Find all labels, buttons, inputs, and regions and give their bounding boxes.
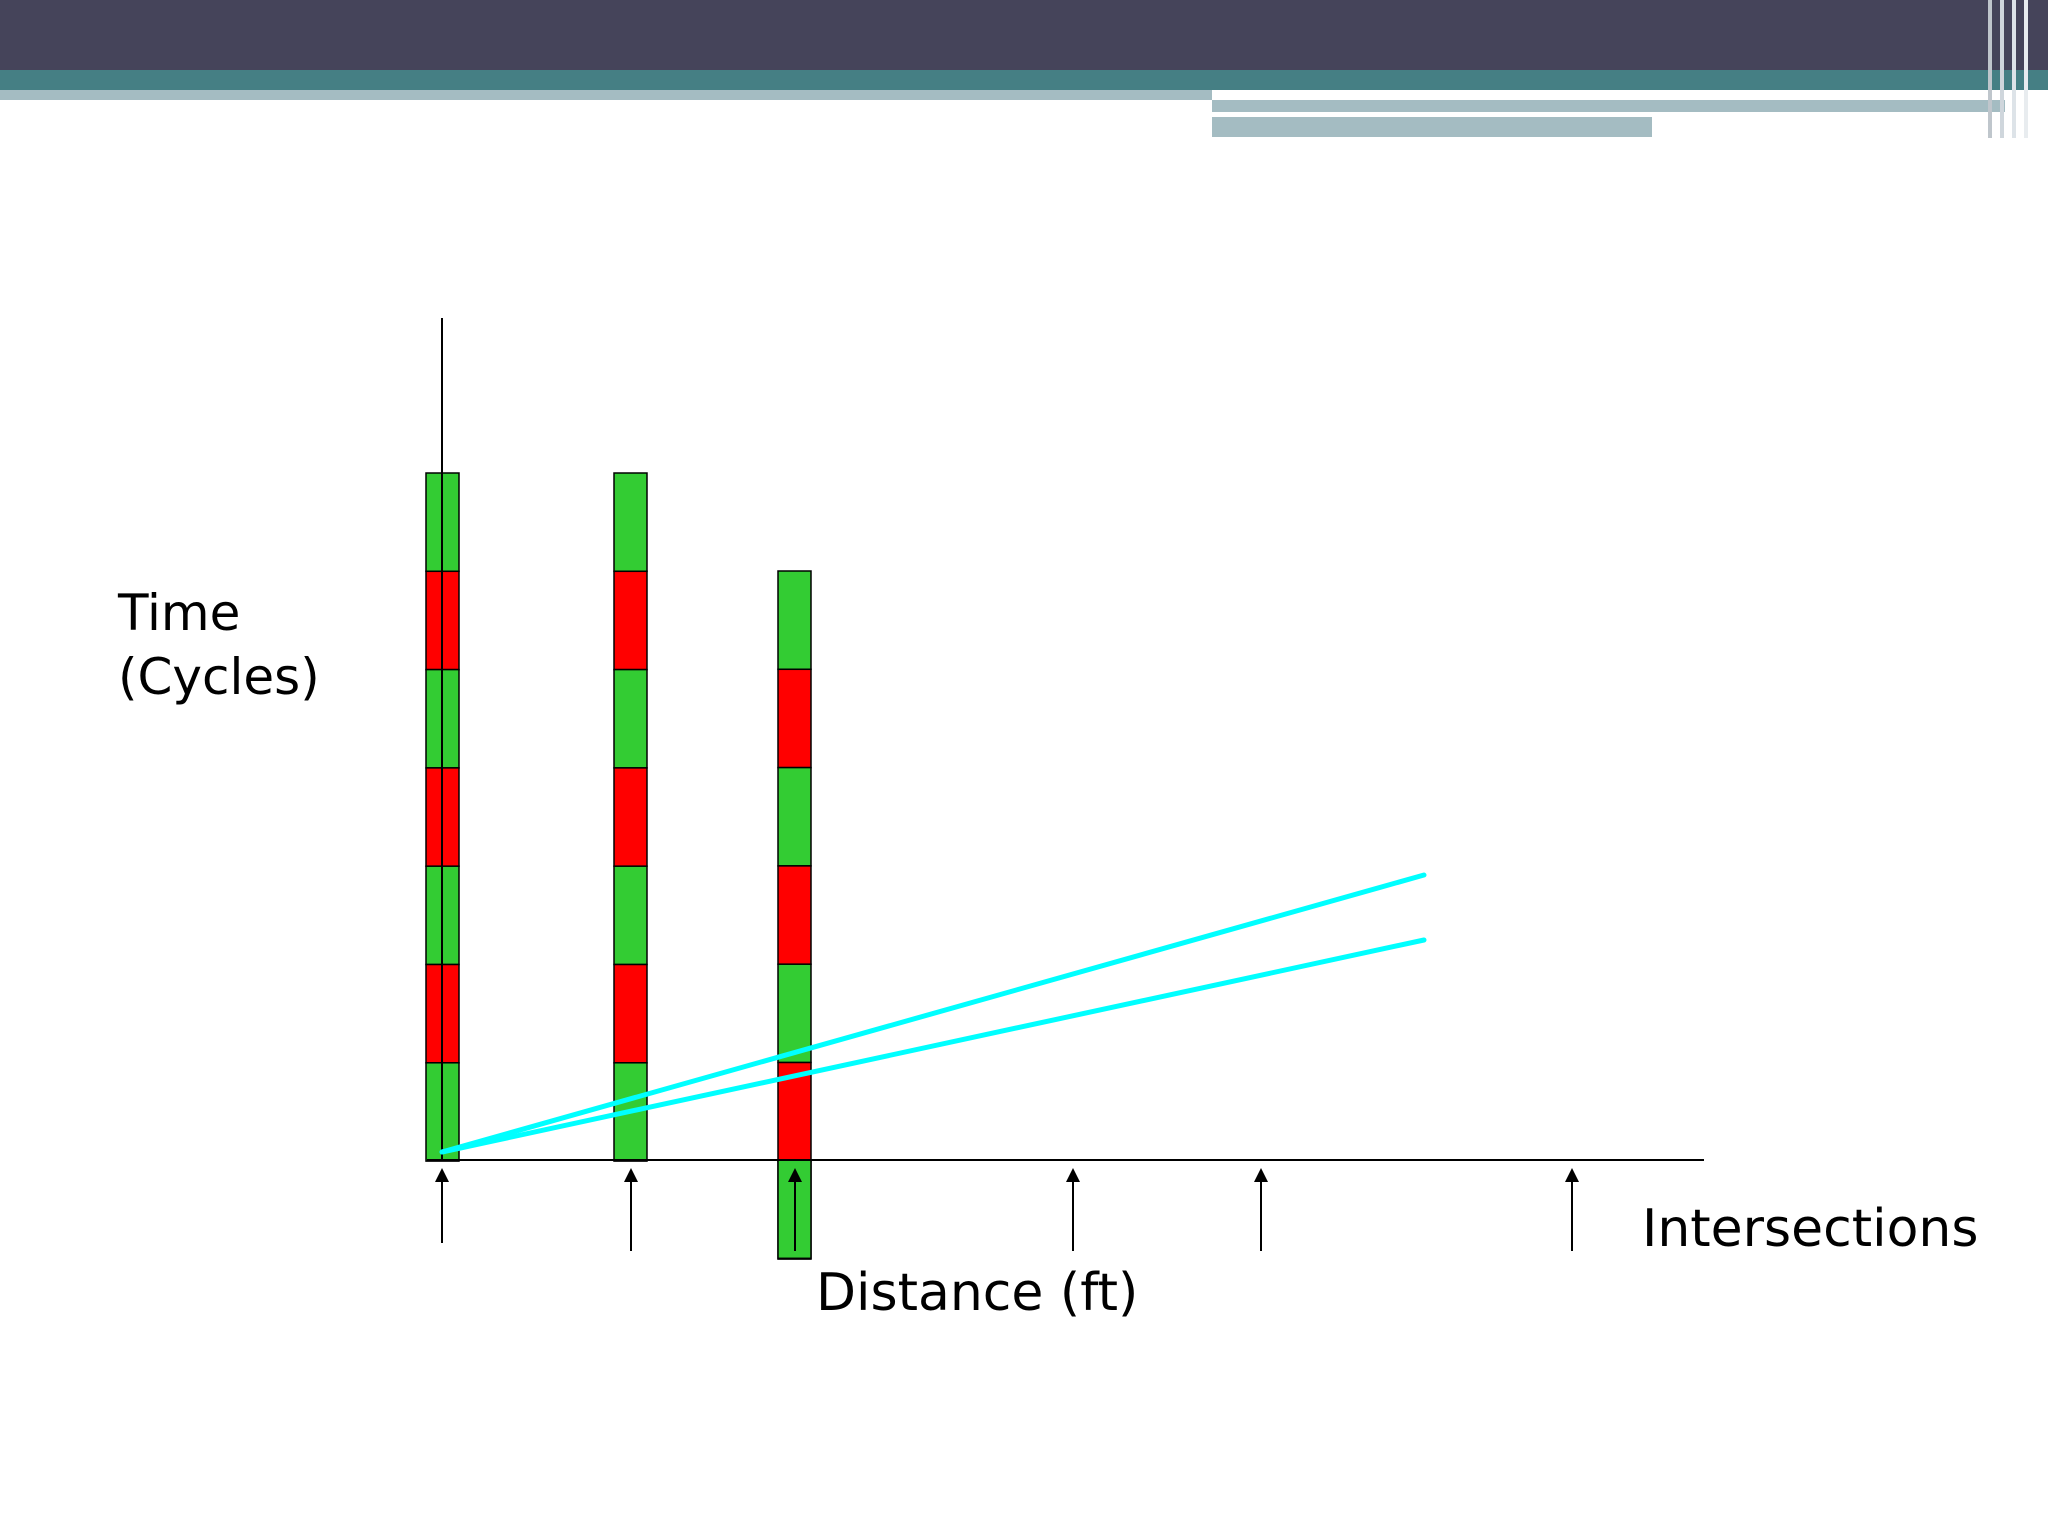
signal-phase-red	[613, 963, 648, 1064]
y-axis-label: Time (Cycles)	[118, 582, 320, 709]
signal-phase-red	[777, 865, 812, 965]
y-axis-label-line-2: (Cycles)	[118, 647, 320, 706]
intersections-label: Intersections	[1642, 1199, 1979, 1259]
header-teal-bar	[0, 70, 2048, 90]
signal-phase-green	[777, 766, 812, 867]
signal-phase-green	[613, 668, 648, 769]
header-edge-3	[2012, 0, 2016, 138]
signal-phase-red	[613, 767, 648, 867]
trajectory-line	[439, 937, 1427, 1155]
header-edge-1	[1988, 0, 1992, 138]
signal-phase-red	[777, 1061, 812, 1162]
header-white-stripe	[1212, 112, 1897, 117]
intersection-arrow	[435, 1168, 449, 1243]
trajectory-line	[439, 872, 1427, 1155]
intersection-arrow	[624, 1168, 638, 1251]
axes	[427, 318, 1704, 1161]
vehicle-trajectories	[439, 872, 1427, 1155]
x-axis-label: Distance (ft)	[816, 1263, 1139, 1323]
header-edge-2	[2000, 0, 2004, 138]
header-light-bar-lower	[1212, 117, 1652, 137]
signal-phase-red	[777, 668, 812, 769]
signal-phase-green	[777, 570, 812, 671]
header-light-bar	[0, 90, 1212, 100]
intersection-arrow	[1066, 1168, 1080, 1251]
signal-phase-green	[613, 865, 648, 966]
header-dark-bar	[0, 0, 2048, 70]
signal-phase-green	[613, 472, 648, 573]
header-edge-4	[2024, 0, 2028, 138]
intersection-arrow	[788, 1168, 802, 1251]
header-decoration	[0, 0, 2048, 138]
intersection-arrow	[1254, 1168, 1268, 1251]
y-axis-label-line-1: Time	[118, 584, 241, 642]
intersection-arrow	[1565, 1168, 1579, 1251]
intersection-arrows	[435, 1168, 1579, 1251]
header-light-bar-right	[1212, 100, 2005, 112]
signal-phase-red	[613, 570, 648, 671]
